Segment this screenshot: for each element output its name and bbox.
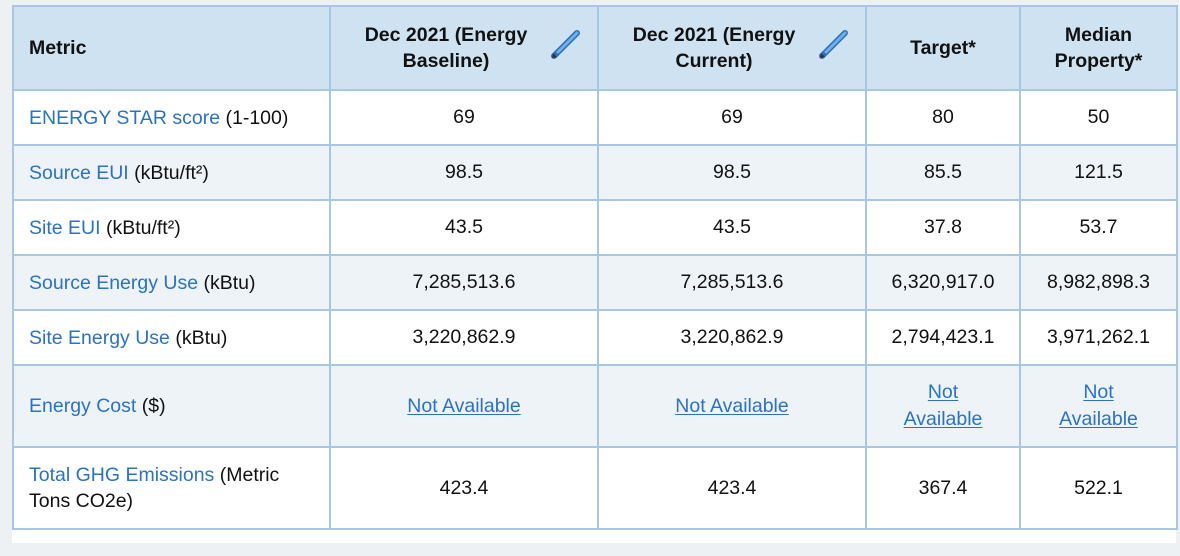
baseline-value: 69: [329, 89, 599, 146]
metrics-table-container: Metric Dec 2021 (Energy Baseline) Dec 20…: [12, 5, 1178, 543]
table-row: Total GHG Emissions (Metric Tons CO2e) 4…: [12, 446, 1178, 530]
metric-name-cell: ENERGY STAR score (1-100): [12, 89, 331, 146]
median-value: 522.1: [1019, 446, 1178, 530]
baseline-value: 3,220,862.9: [329, 309, 599, 366]
table-row: Source EUI (kBtu/ft²) 98.5 98.5 85.5 121…: [12, 144, 1178, 201]
metric-name-cell: Site EUI (kBtu/ft²): [12, 199, 331, 256]
not-available-link[interactable]: Not Available: [903, 381, 983, 430]
metric-link[interactable]: Source EUI: [29, 161, 129, 184]
current-value: 7,285,513.6: [597, 254, 867, 311]
metric-name-cell: Total GHG Emissions (Metric Tons CO2e): [12, 446, 331, 530]
target-value: 85.5: [865, 144, 1021, 201]
current-value: 43.5: [597, 199, 867, 256]
current-value: 98.5: [597, 144, 867, 201]
median-value: 50: [1019, 89, 1178, 146]
pencil-icon[interactable]: [549, 27, 583, 61]
header-current: Dec 2021 (Energy Current): [597, 5, 867, 91]
metric-link[interactable]: Total GHG Emissions: [29, 464, 215, 486]
baseline-value: 423.4: [329, 446, 599, 530]
median-value: 53.7: [1019, 199, 1178, 256]
metric-unit: (kBtu/ft²): [128, 161, 209, 184]
metric-unit: (Metric Tons CO2e): [29, 464, 280, 512]
baseline-value: 43.5: [329, 199, 599, 256]
target-value: 6,320,917.0: [865, 254, 1021, 311]
table-row: Energy Cost ($) Not Available Not Availa…: [12, 364, 1178, 448]
median-value: 121.5: [1019, 144, 1178, 201]
metric-link[interactable]: Site EUI: [29, 216, 101, 239]
median-value: Not Available: [1019, 364, 1178, 448]
baseline-value: Not Available: [329, 364, 599, 448]
pencil-icon[interactable]: [817, 27, 851, 61]
median-value: 8,982,898.3: [1019, 254, 1178, 311]
metric-link[interactable]: Energy Cost: [29, 395, 137, 417]
header-median-label: Median Property*: [1054, 24, 1143, 72]
not-available-link[interactable]: Not Available: [407, 394, 521, 417]
target-value: 367.4: [865, 446, 1021, 530]
header-median: Median Property*: [1019, 5, 1178, 91]
current-value: 423.4: [597, 446, 867, 530]
metric-unit: (kBtu): [169, 326, 228, 349]
header-baseline: Dec 2021 (Energy Baseline): [329, 5, 599, 91]
metric-link[interactable]: Source Energy Use: [29, 271, 199, 294]
table-row: Source Energy Use (kBtu) 7,285,513.6 7,2…: [12, 254, 1178, 311]
header-metric: Metric: [12, 5, 331, 91]
metric-unit: (kBtu): [198, 271, 256, 294]
metric-name-cell: Source Energy Use (kBtu): [12, 254, 331, 311]
table-row: ENERGY STAR score (1-100) 69 69 80 50: [12, 89, 1178, 146]
current-value: Not Available: [597, 364, 867, 448]
header-baseline-label: Dec 2021 (Energy Baseline): [364, 24, 528, 72]
metric-link[interactable]: Site Energy Use: [29, 326, 170, 349]
table-row: Site EUI (kBtu/ft²) 43.5 43.5 37.8 53.7: [12, 199, 1178, 256]
current-value: 69: [597, 89, 867, 146]
header-current-label: Dec 2021 (Energy Current): [632, 24, 796, 72]
metrics-table: Metric Dec 2021 (Energy Baseline) Dec 20…: [12, 5, 1178, 530]
target-value: Not Available: [865, 364, 1021, 448]
metric-name-cell: Source EUI (kBtu/ft²): [12, 144, 331, 201]
table-row: Site Energy Use (kBtu) 3,220,862.9 3,220…: [12, 309, 1178, 366]
baseline-value: 7,285,513.6: [329, 254, 599, 311]
target-value: 80: [865, 89, 1021, 146]
not-available-link[interactable]: Not Available: [675, 394, 789, 417]
target-value: 2,794,423.1: [865, 309, 1021, 366]
metric-link[interactable]: ENERGY STAR score: [29, 106, 221, 129]
metric-name-cell: Site Energy Use (kBtu): [12, 309, 331, 366]
median-value: 3,971,262.1: [1019, 309, 1178, 366]
header-target: Target*: [865, 5, 1021, 91]
table-header-row: Metric Dec 2021 (Energy Baseline) Dec 20…: [12, 5, 1178, 91]
baseline-value: 98.5: [329, 144, 599, 201]
current-value: 3,220,862.9: [597, 309, 867, 366]
metric-unit: (1-100): [220, 106, 289, 129]
target-value: 37.8: [865, 199, 1021, 256]
not-available-link[interactable]: Not Available: [1059, 381, 1138, 430]
metric-name-cell: Energy Cost ($): [12, 364, 331, 448]
metric-unit: (kBtu/ft²): [100, 216, 181, 239]
metric-unit: ($): [136, 395, 166, 417]
